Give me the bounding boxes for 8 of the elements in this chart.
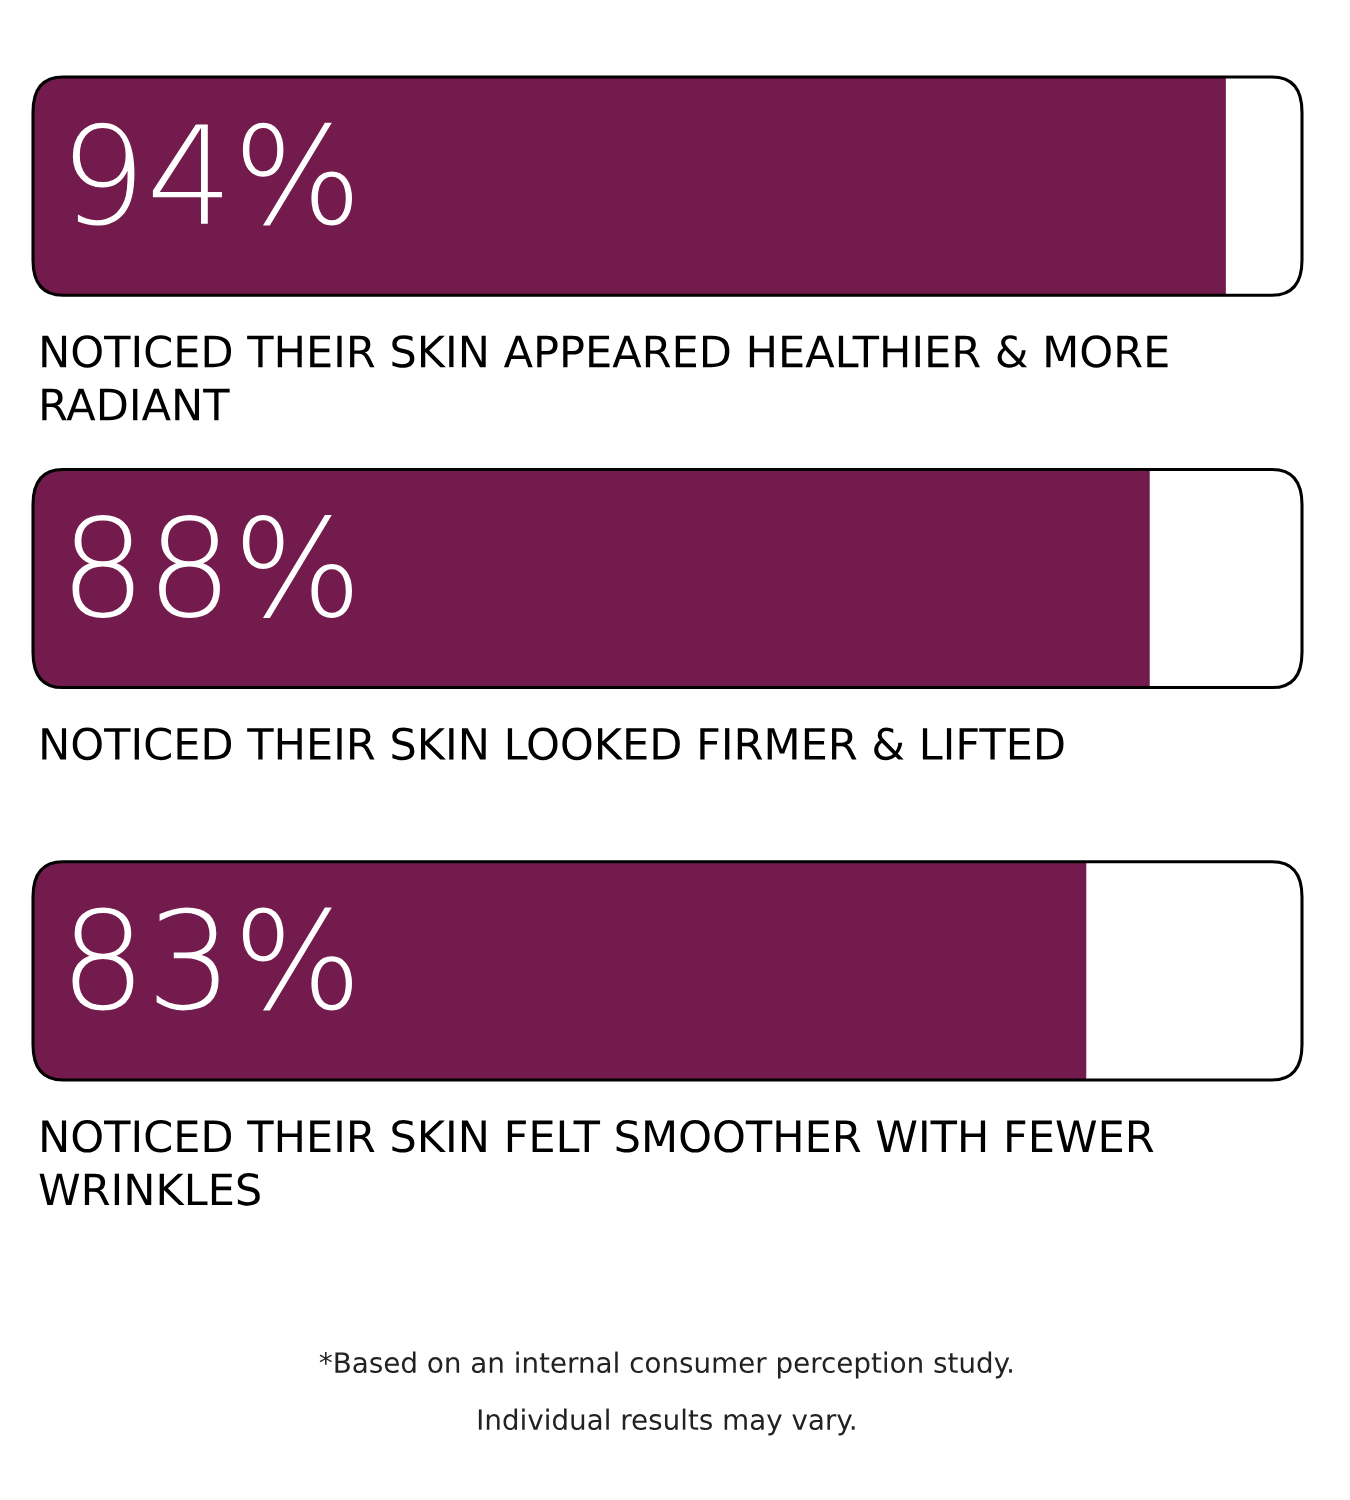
y-tick-label: NOTICED THEIR SKIN APPEARED HEALTHIER & MORE RADIANT <box>42 335 1168 421</box>
text: Individual results may vary. <box>478 1408 855 1436</box>
text: *Based on an internal consumer perception study. <box>319 1351 1012 1379</box>
data-label: 88% <box>72 515 353 618</box>
y-tick-label: NOTICED THEIR SKIN LOOKED FIRMER & LIFTED <box>42 727 1064 761</box>
data-label: 94% <box>72 122 353 226</box>
data-label: 83% <box>72 907 353 1011</box>
y-tick-label: NOTICED THEIR SKIN FELT SMOOTHER WITH FEWER WRINKLES <box>39 1120 1154 1206</box>
